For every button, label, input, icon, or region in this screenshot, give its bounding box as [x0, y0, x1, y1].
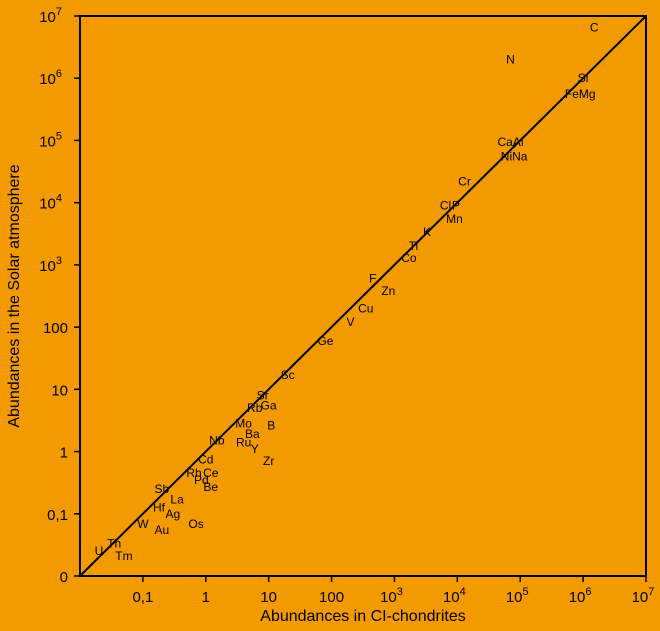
- element-label-cd: Cd: [198, 452, 213, 466]
- element-label-f: F: [369, 272, 376, 286]
- element-label-zn: Zn: [381, 284, 395, 298]
- element-label-femg: FeMg: [565, 87, 596, 101]
- x-tick-label: 1: [202, 589, 210, 606]
- element-label-th: Th: [107, 537, 121, 551]
- element-label-ba: Ba: [245, 427, 260, 441]
- element-label-sc: Sc: [281, 368, 295, 382]
- element-label-v: V: [346, 315, 354, 329]
- x-tick-label: 105: [506, 586, 529, 606]
- element-label-co: Co: [401, 251, 417, 265]
- equal-abundance-line: [79, 15, 647, 577]
- element-label-rh: Rh: [186, 466, 201, 480]
- element-label-n: N: [506, 52, 515, 66]
- plot-frame: [79, 15, 647, 577]
- x-tick-label: 104: [443, 586, 466, 606]
- element-label-k: K: [423, 225, 431, 239]
- element-label-sb: Sb: [154, 482, 169, 496]
- element-label-la: La: [170, 492, 184, 506]
- element-label-zr: Zr: [263, 454, 274, 468]
- element-label-ag: Ag: [166, 507, 181, 521]
- element-label-ce: Ce: [203, 466, 219, 480]
- element-label-mn: Mn: [446, 212, 463, 226]
- x-tick-label: 106: [569, 586, 592, 606]
- x-axis-title: Abundances in CI-chondrites: [260, 608, 465, 625]
- y-tick-label: 1: [60, 445, 68, 462]
- x-axis-ticks: 0,1 1 10 100 103 104 105 106 107: [132, 576, 654, 606]
- element-label-mo: Mo: [235, 417, 252, 431]
- element-label-nina: NiNa: [501, 150, 528, 164]
- element-label-cr: Cr: [458, 174, 471, 188]
- y-tick-label: 105: [39, 130, 62, 150]
- element-label-w: W: [137, 517, 149, 531]
- element-label-ru: Ru: [236, 435, 251, 449]
- y-tick-label: 10: [51, 382, 68, 399]
- element-label-y: Y: [251, 442, 259, 456]
- element-label-au: Au: [154, 523, 169, 537]
- element-label-rb: Rb: [247, 401, 263, 415]
- y-tick-label: 104: [39, 193, 62, 213]
- element-label-ti: Ti: [409, 239, 419, 253]
- element-label-tm: Tm: [115, 549, 132, 563]
- x-tick-label: 0,1: [132, 589, 153, 606]
- element-label-ge: Ge: [317, 334, 333, 348]
- y-tick-label: 106: [39, 68, 62, 88]
- y-tick-label: 0: [60, 569, 68, 586]
- y-tick-label: 100: [43, 320, 68, 337]
- element-label-os: Os: [188, 517, 203, 531]
- element-label-c: C: [590, 21, 599, 35]
- element-label-sr: Sr: [257, 388, 269, 402]
- element-label-cl: Cl: [440, 199, 451, 213]
- x-tick-label: 10: [260, 589, 277, 606]
- element-label-nb: Nb: [209, 434, 225, 448]
- y-tick-label: 103: [39, 255, 62, 275]
- element-label-be: Be: [203, 480, 218, 494]
- element-label-ga: Ga: [261, 398, 277, 412]
- element-label-b: B: [267, 419, 275, 433]
- element-label-pd: Pd: [194, 473, 209, 487]
- y-tick-label: 107: [39, 6, 62, 26]
- element-label-p: P: [452, 199, 460, 213]
- x-tick-label: 100: [319, 589, 344, 606]
- y-tick-label: 0,1: [47, 507, 68, 524]
- element-label-cu: Cu: [358, 301, 373, 315]
- element-label-si: Si: [578, 71, 589, 85]
- y-axis-ticks: 0 0,1 1 10 100 103 104 105 106 107: [39, 6, 80, 586]
- x-tick-label: 107: [632, 586, 655, 606]
- element-label-caal: CaAl: [497, 135, 523, 149]
- y-axis-title: Abundances in the Solar atmosphere: [6, 164, 23, 427]
- x-tick-label: 103: [380, 586, 403, 606]
- element-label-u: U: [95, 544, 104, 558]
- element-label-hf: Hf: [153, 501, 166, 515]
